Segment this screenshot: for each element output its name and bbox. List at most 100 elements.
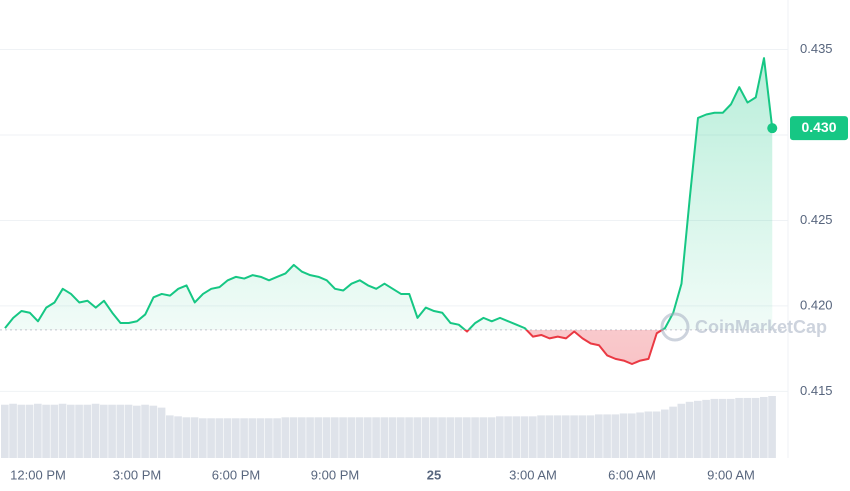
x-tick-label: 9:00 PM: [311, 467, 359, 482]
y-tick-label: 0.420: [800, 297, 833, 312]
price-line-down: [463, 329, 665, 366]
volume-bar: [405, 417, 413, 458]
volume-bar: [504, 416, 512, 458]
volume-bar: [339, 417, 347, 458]
volume-bar: [17, 404, 26, 458]
volume-bar: [42, 404, 50, 458]
x-tick-label: 12:00 PM: [10, 467, 66, 482]
volume-bar: [578, 415, 587, 458]
volume-bar: [388, 417, 397, 458]
volume-bar: [1, 404, 9, 458]
volume-bar: [454, 417, 463, 458]
volume-bar: [718, 398, 727, 458]
volume-bar: [289, 417, 298, 458]
volume-bar: [199, 418, 207, 458]
volume-bar: [710, 398, 719, 458]
volume-bar: [735, 397, 743, 458]
volume-bar: [355, 417, 364, 458]
volume-bar: [124, 404, 133, 458]
volume-bar: [298, 417, 306, 458]
volume-bar: [677, 403, 686, 458]
volume-bar: [50, 404, 59, 458]
volume-bar: [223, 418, 232, 458]
volume-bar: [743, 397, 752, 458]
volume-bar: [133, 405, 141, 458]
volume-bar: [256, 418, 265, 458]
volume-bar: [281, 417, 290, 458]
watermark: CoinMarketCap: [660, 312, 827, 342]
volume-bar: [652, 411, 661, 458]
volume-bar: [586, 415, 595, 458]
last-point: [767, 123, 778, 134]
volume-bar: [265, 418, 273, 458]
volume-bar: [91, 403, 100, 458]
volume-bar: [603, 414, 611, 458]
volume-bar: [553, 415, 562, 458]
volume-bar: [685, 401, 694, 458]
x-tick-label: 3:00 AM: [509, 467, 557, 482]
volume-bar: [570, 415, 578, 458]
volume-bar: [727, 398, 735, 458]
volume-bar: [273, 418, 281, 458]
y-tick-label: 0.415: [800, 383, 833, 398]
volume-bar: [702, 399, 710, 458]
volume-bar: [380, 417, 389, 458]
volume-bar: [628, 413, 636, 458]
price-label: 0.430: [801, 119, 836, 135]
volume-bar: [595, 414, 603, 458]
volume-bar: [141, 404, 149, 458]
volume-bar: [562, 415, 570, 458]
volume-bar: [248, 418, 257, 458]
volume-bar: [364, 417, 372, 458]
volume-bar: [314, 417, 323, 458]
volume-bar: [430, 417, 438, 458]
volume-bar: [438, 417, 446, 458]
volume-bar: [413, 417, 422, 458]
volume-bar: [611, 414, 620, 458]
volume-bar: [9, 403, 17, 458]
x-tick-label: 3:00 PM: [113, 467, 161, 482]
volume-bar: [520, 416, 529, 458]
volume-bar: [34, 403, 42, 458]
x-tick-label: 9:00 AM: [707, 467, 755, 482]
volume-bar: [661, 409, 669, 458]
volume-bar: [644, 411, 653, 458]
volume-bar: [58, 403, 67, 458]
volume-bar: [421, 417, 430, 458]
volume-bar: [471, 417, 479, 458]
volume-bar: [322, 417, 331, 458]
volume-bar: [174, 416, 182, 458]
y-tick-label: 0.425: [800, 212, 833, 227]
volume-bar: [760, 396, 768, 458]
volume-bar: [397, 417, 405, 458]
volume-bar: [100, 404, 108, 458]
volume-bar: [166, 415, 174, 458]
volume-bar: [529, 416, 537, 458]
volume-bar: [372, 417, 380, 458]
volume-bar: [487, 417, 496, 458]
volume-bar: [347, 417, 356, 458]
x-tick-label: 6:00 AM: [608, 467, 656, 482]
volume-bar: [75, 404, 83, 458]
volume-bar: [694, 400, 702, 458]
volume-bar: [67, 404, 75, 458]
volume-bar: [182, 417, 191, 458]
volume-bar: [537, 415, 545, 458]
volume-bar: [512, 416, 521, 458]
volume-bar: [83, 404, 92, 458]
volume-bar: [463, 417, 471, 458]
volume-bar: [157, 407, 166, 458]
volume-bar: [669, 406, 677, 458]
volume-bar: [116, 404, 125, 458]
volume-bar: [496, 416, 504, 458]
volume-bar: [149, 405, 158, 458]
volume-bar: [479, 417, 488, 458]
volume-bar: [619, 413, 628, 458]
volume-bar: [545, 415, 554, 458]
volume-bar: [190, 417, 199, 458]
watermark-text: CoinMarketCap: [695, 317, 827, 337]
area-up: [5, 58, 773, 330]
volume-bar: [446, 417, 455, 458]
price-line-up: [4, 57, 774, 330]
